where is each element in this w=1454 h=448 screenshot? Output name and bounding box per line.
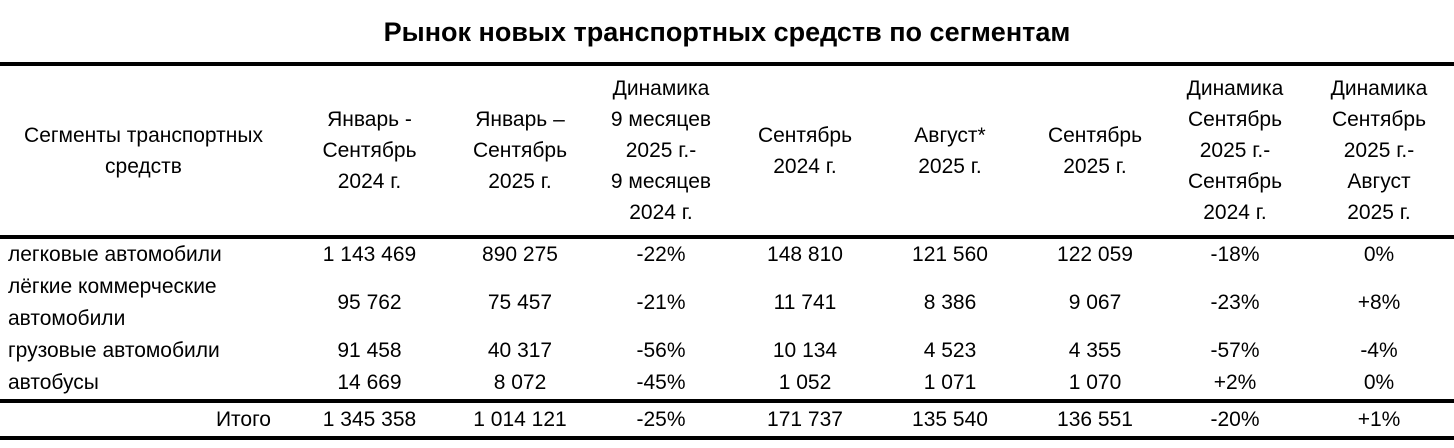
value-cell: 4 355 <box>1068 339 1122 362</box>
table-row-buses: автобусы 14 669 8 072 -45% 1 052 1 071 1… <box>0 367 1454 401</box>
value-cell: 14 669 <box>337 371 402 394</box>
value-cell: 121 560 <box>912 243 988 266</box>
total-value-cell: 1 014 121 <box>452 399 588 438</box>
value-cell: 1 070 <box>1068 371 1122 394</box>
value-cell: 4 523 <box>923 339 977 362</box>
value-cell: +8% <box>1357 291 1401 314</box>
value-cell: 0% <box>1363 371 1395 394</box>
value-cell: 95 762 <box>337 291 402 314</box>
total-value-cell: -20% <box>1166 399 1304 438</box>
col-header-aug-2025: Август* 2025 г. <box>876 64 1024 239</box>
col-header-dynamics-sep-yoy: Динамика Сентябрь 2025 г.- Сентябрь 2024… <box>1166 64 1304 239</box>
value-cell: 91 458 <box>337 339 402 362</box>
value-cell: 0% <box>1363 243 1395 266</box>
value-cell: 890 275 <box>482 243 558 266</box>
value-cell: +2% <box>1213 371 1257 394</box>
table-row-passenger-cars: легковые автомобили 1 143 469 890 275 -2… <box>0 237 1454 271</box>
value-cell: 148 810 <box>767 243 843 266</box>
table-row-lcv: лёгкие коммерческие автомобили 95 762 75… <box>0 271 1454 335</box>
total-value-cell: 1 345 358 <box>287 399 452 438</box>
col-header-dynamics-sep-mom: Динамика Сентябрь 2025 г.- Август 2025 г… <box>1304 64 1454 239</box>
segment-name: автобусы <box>8 371 99 394</box>
header-row: Сегменты транспортных средств Январь - С… <box>0 64 1454 239</box>
value-cell: -21% <box>636 291 686 314</box>
col-header-sep-2024: Сентябрь 2024 г. <box>734 64 876 239</box>
col-header-segments: Сегменты транспортных средств <box>0 64 287 239</box>
value-cell: -57% <box>1210 339 1260 362</box>
value-cell: 11 741 <box>773 291 837 314</box>
value-cell: -23% <box>1210 291 1260 314</box>
value-cell: 40 317 <box>487 339 553 362</box>
segment-name: легковые автомобили <box>8 243 222 266</box>
value-cell: -56% <box>636 339 686 362</box>
value-cell: 75 457 <box>487 291 553 314</box>
table-title: Рынок новых транспортных средств по сегм… <box>383 17 1071 47</box>
total-value-cell: -25% <box>588 399 734 438</box>
col-header-sep-2025: Сентябрь 2025 г. <box>1024 64 1166 239</box>
value-cell: -18% <box>1210 243 1260 266</box>
total-value-cell: 171 737 <box>734 399 876 438</box>
value-cell: 10 134 <box>772 339 838 362</box>
value-cell: 8 072 <box>493 371 547 394</box>
total-value-cell: +1% <box>1304 399 1454 438</box>
value-cell: -4% <box>1360 339 1398 362</box>
vehicle-segments-table: Сегменты транспортных средств Январь - С… <box>0 62 1454 440</box>
col-header-jan-sep-2025: Январь – Сентябрь 2025 г. <box>452 64 588 239</box>
value-cell: 1 052 <box>778 371 832 394</box>
col-header-jan-sep-2024: Январь - Сентябрь 2024 г. <box>287 64 452 239</box>
value-cell: 8 386 <box>923 291 977 314</box>
total-row: Итого 1 345 358 1 014 121 -25% 171 737 1… <box>0 399 1454 438</box>
total-value-cell: 136 551 <box>1024 399 1166 438</box>
total-value-cell: 135 540 <box>876 399 1024 438</box>
table-row-trucks: грузовые автомобили 91 458 40 317 -56% 1… <box>0 335 1454 367</box>
value-cell: -45% <box>636 371 686 394</box>
col-header-dynamics-9m: Динамика 9 месяцев 2025 г.- 9 месяцев 20… <box>588 64 734 239</box>
segment-name: лёгкие коммерческие автомобили <box>8 275 217 330</box>
value-cell: 1 143 469 <box>322 243 417 266</box>
value-cell: 1 071 <box>923 371 977 394</box>
value-cell: -22% <box>636 243 686 266</box>
value-cell: 9 067 <box>1068 291 1122 314</box>
segment-name: грузовые автомобили <box>8 339 220 362</box>
total-label: Итого <box>0 399 287 438</box>
value-cell: 122 059 <box>1057 243 1133 266</box>
